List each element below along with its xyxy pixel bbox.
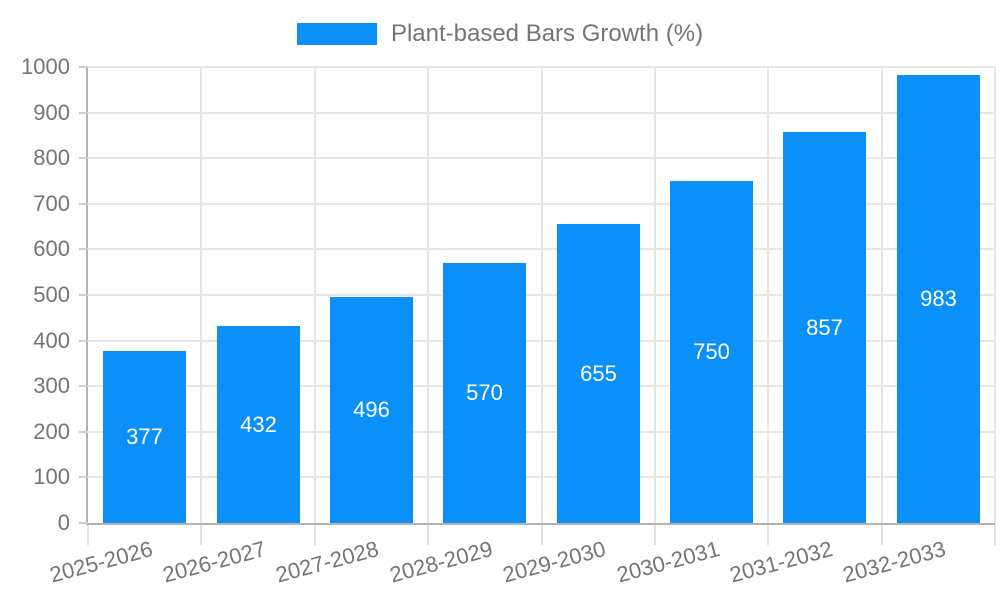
x-axis-tick <box>994 525 996 545</box>
bar-value-label: 496 <box>353 397 390 422</box>
legend-item[interactable]: Plant-based Bars Growth (%) <box>296 20 704 48</box>
x-axis-tick <box>427 525 429 545</box>
bar[interactable]: 750 <box>670 181 753 523</box>
bar-value-label: 655 <box>580 360 617 386</box>
bar-value-label: 857 <box>806 314 843 340</box>
bar-value-label: 983 <box>920 286 957 311</box>
x-axis-tick <box>654 525 656 545</box>
y-axis-tick <box>79 112 88 114</box>
y-axis-tick <box>79 340 88 342</box>
plot-area <box>86 67 995 525</box>
bar-value-label: 377 <box>126 424 163 449</box>
legend-swatch-icon <box>296 23 377 45</box>
x-axis-tick <box>87 525 89 545</box>
y-axis-tick-label: 0 <box>57 510 70 535</box>
y-axis-tick <box>79 66 88 68</box>
y-axis-tick <box>79 522 88 524</box>
y-axis-tick <box>79 157 88 159</box>
y-axis-tick-label: 900 <box>33 100 70 125</box>
y-axis-tick <box>79 248 88 250</box>
bar[interactable]: 983 <box>897 75 980 523</box>
y-axis-tick <box>79 385 88 387</box>
x-axis-tick <box>314 525 316 545</box>
x-gridline <box>541 67 543 523</box>
y-axis-tick-label: 700 <box>33 191 70 216</box>
y-axis-tick-label: 1000 <box>21 54 70 79</box>
y-axis-tick-label: 100 <box>33 464 70 489</box>
y-axis-tick <box>79 476 88 478</box>
bar-value-label: 750 <box>693 339 730 364</box>
bar-value-label: 432 <box>240 411 277 437</box>
bar[interactable]: 377 <box>103 351 186 523</box>
x-axis-tick <box>200 525 202 545</box>
bar[interactable]: 432 <box>217 326 300 523</box>
x-gridline <box>654 67 656 523</box>
y-axis-tick <box>79 431 88 433</box>
x-gridline <box>767 67 769 523</box>
x-gridline <box>314 67 316 523</box>
x-gridline <box>200 67 202 523</box>
y-axis-tick-label: 500 <box>33 282 70 307</box>
legend-label: Plant-based Bars Growth (%) <box>390 20 704 47</box>
bar-value-label: 570 <box>466 380 503 405</box>
x-axis-tick <box>767 525 769 545</box>
bar[interactable]: 857 <box>783 132 866 523</box>
y-axis-tick-label: 800 <box>33 145 70 170</box>
legend: Plant-based Bars Growth (%) <box>0 20 1000 48</box>
bar[interactable]: 570 <box>443 263 526 523</box>
bar[interactable]: 655 <box>557 224 640 523</box>
y-axis-tick-label: 400 <box>33 328 70 353</box>
x-gridline <box>881 67 883 523</box>
x-gridline <box>994 67 996 523</box>
x-axis-tick <box>541 525 543 545</box>
y-axis-tick-label: 600 <box>33 236 70 261</box>
y-axis-tick-label: 200 <box>33 419 70 444</box>
bar[interactable]: 496 <box>330 297 413 523</box>
x-axis-tick <box>881 525 883 545</box>
y-axis-tick <box>79 294 88 296</box>
y-axis-tick <box>79 203 88 205</box>
y-axis-tick-label: 300 <box>33 373 70 398</box>
x-gridline <box>427 67 429 523</box>
